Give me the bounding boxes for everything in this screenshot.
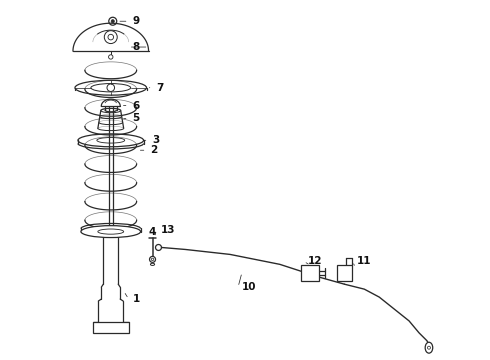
Text: 10: 10: [242, 282, 257, 292]
Ellipse shape: [98, 229, 123, 234]
Circle shape: [109, 55, 113, 59]
Text: 12: 12: [308, 256, 322, 266]
Ellipse shape: [91, 84, 131, 92]
Text: 2: 2: [150, 145, 158, 155]
Circle shape: [155, 244, 162, 251]
Text: 9: 9: [133, 16, 140, 26]
Ellipse shape: [425, 342, 433, 353]
Circle shape: [107, 84, 115, 91]
Circle shape: [109, 17, 117, 25]
Ellipse shape: [78, 134, 144, 147]
Text: 1: 1: [133, 294, 140, 304]
Circle shape: [151, 258, 154, 261]
Ellipse shape: [97, 138, 124, 143]
Circle shape: [104, 31, 117, 44]
Circle shape: [313, 271, 317, 275]
Text: 5: 5: [133, 113, 140, 123]
Circle shape: [149, 256, 155, 262]
Text: 3: 3: [152, 135, 160, 145]
Text: 11: 11: [356, 256, 371, 266]
Ellipse shape: [81, 226, 141, 238]
Bar: [301, 265, 318, 281]
Circle shape: [427, 346, 430, 349]
Circle shape: [111, 20, 114, 23]
Circle shape: [340, 271, 345, 276]
Text: 13: 13: [161, 225, 175, 235]
Text: 8: 8: [133, 42, 140, 52]
Text: 7: 7: [156, 83, 164, 93]
Ellipse shape: [75, 80, 147, 95]
Ellipse shape: [150, 263, 155, 265]
Circle shape: [108, 34, 114, 40]
Text: 6: 6: [133, 100, 140, 111]
Circle shape: [304, 270, 309, 276]
Bar: [338, 265, 352, 281]
Bar: [93, 322, 129, 333]
Circle shape: [117, 325, 122, 330]
Circle shape: [99, 325, 104, 330]
Text: 4: 4: [148, 226, 156, 237]
